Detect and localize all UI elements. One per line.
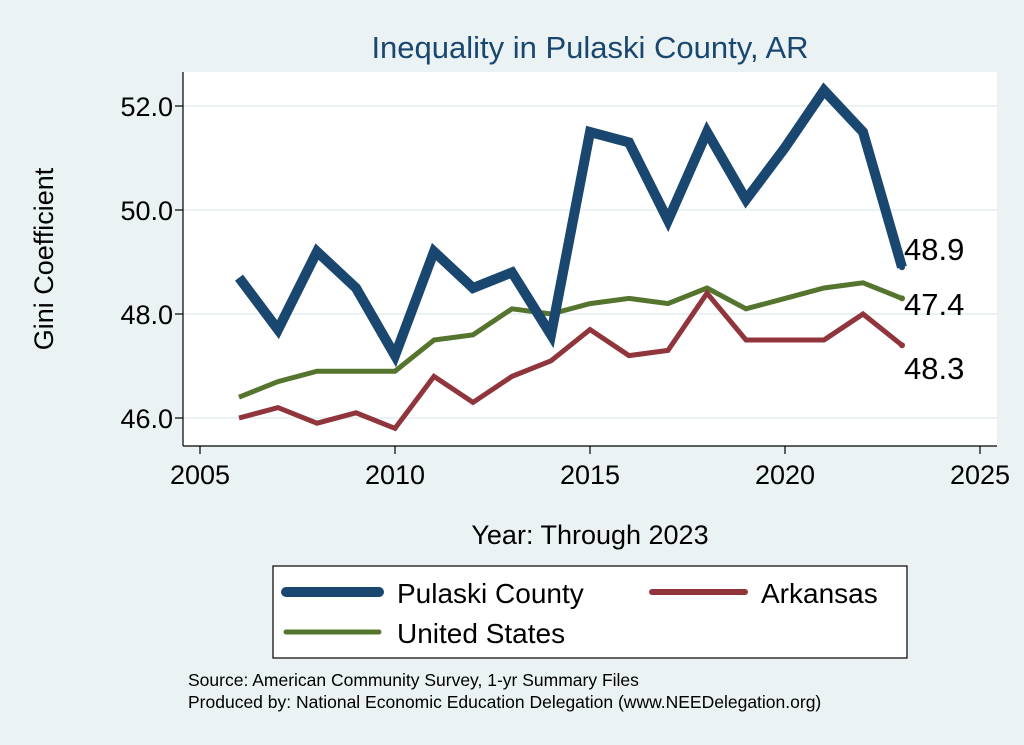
end-marker-pulaski-county xyxy=(899,264,905,271)
legend-box xyxy=(272,565,908,659)
y-axis-ticks: 46.0 48.0 50.0 52.0 xyxy=(120,92,183,434)
legend-label-arkansas: Arkansas xyxy=(761,578,878,609)
end-label-pulaski-county: 48.9 xyxy=(904,232,964,267)
legend-label-pulaski-county: Pulaski County xyxy=(397,578,584,609)
x-axis-ticks: 2005 2010 2015 2020 2025 xyxy=(170,446,1010,490)
x-tick-label-2005: 2005 xyxy=(170,460,230,490)
x-tick-label-2015: 2015 xyxy=(560,460,620,490)
legend: Pulaski County Arkansas United States xyxy=(272,565,908,659)
series-line-united-states xyxy=(238,280,903,400)
end-marker-arkansas xyxy=(899,342,905,349)
y-tick-label-48.0: 48.0 xyxy=(120,300,173,330)
source-note: Source: American Community Survey, 1-yr … xyxy=(188,670,639,690)
series-line-pulaski-county xyxy=(235,82,907,368)
y-axis-title: Gini Coefficient xyxy=(29,167,59,350)
y-tick-label-46.0: 46.0 xyxy=(120,404,173,434)
producer-note: Produced by: National Economic Education… xyxy=(188,692,821,712)
end-labels: 48.9 47.4 48.3 xyxy=(899,232,964,386)
x-tick-label-2025: 2025 xyxy=(950,460,1010,490)
series-lines xyxy=(235,82,907,432)
series-line-arkansas xyxy=(238,289,904,432)
end-marker-united-states xyxy=(899,295,905,302)
legend-label-united-states: United States xyxy=(397,618,565,649)
y-tick-label-52.0: 52.0 xyxy=(120,92,173,122)
x-tick-label-2010: 2010 xyxy=(365,460,425,490)
end-label-united-states: 48.3 xyxy=(904,351,964,386)
y-tick-label-50.0: 50.0 xyxy=(120,196,173,226)
x-axis-title: Year: Through 2023 xyxy=(471,520,708,550)
x-tick-label-2020: 2020 xyxy=(755,460,815,490)
end-label-arkansas: 47.4 xyxy=(904,287,964,322)
chart-title: Inequality in Pulaski County, AR xyxy=(371,30,808,65)
